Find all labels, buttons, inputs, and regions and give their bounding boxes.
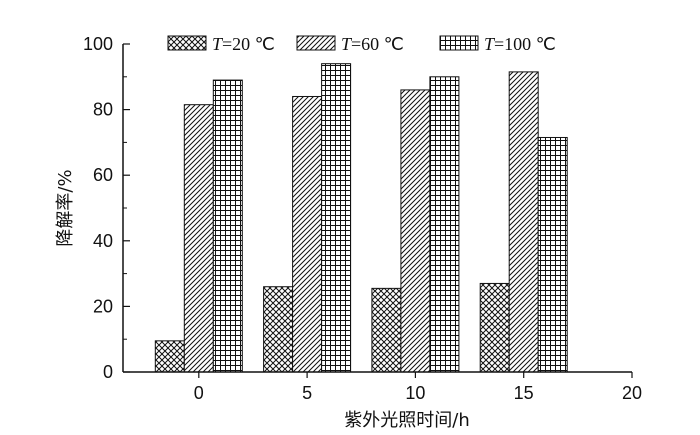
x-ticks-group: 0 5 10 15 20 [194,372,642,403]
legend-swatch-T100 [439,35,479,51]
y-tick-label: 60 [93,165,113,185]
legend-swatch-T20 [167,35,207,51]
x-tick-label: 0 [194,383,204,403]
y-tick-label: 100 [83,34,113,54]
bars-group [154,63,568,373]
x-tick-label: 15 [514,383,534,403]
legend-label-T20: T=20 ℃ [212,34,275,54]
y-tick-label: 80 [93,100,113,120]
bar-T20-x5 [263,286,294,373]
bar-T60-x5 [292,95,323,373]
bar-T100-x10 [429,76,460,373]
x-axis-title: 紫外光照时间/h [344,410,469,431]
x-tick-label: 5 [302,383,312,403]
y-axis-title: 降解率/% [55,169,76,246]
bar-T60-x10 [400,89,431,373]
bar-T100-x5 [321,63,352,373]
bar-T20-x15 [479,282,510,373]
legend-label-T100: T=100 ℃ [484,34,556,54]
y-tick-label: 20 [93,296,113,316]
bar-T20-x0 [154,340,185,373]
bar-T100-x15 [537,136,568,373]
bar-T20-x10 [371,287,402,373]
bar-T60-x15 [508,71,539,373]
y-ticks-group: 0 20 40 60 80 100 [83,34,130,382]
y-tick-label: 0 [103,362,113,382]
bar-T60-x0 [183,104,214,373]
y-tick-label: 40 [93,231,113,251]
legend: T=20 ℃ T=60 ℃ T=100 ℃ [167,34,556,54]
bar-T100-x0 [212,79,243,373]
x-tick-label: 20 [622,383,642,403]
legend-label-T60: T=60 ℃ [341,34,404,54]
legend-swatch-T60 [296,35,336,51]
x-tick-label: 10 [405,383,425,403]
